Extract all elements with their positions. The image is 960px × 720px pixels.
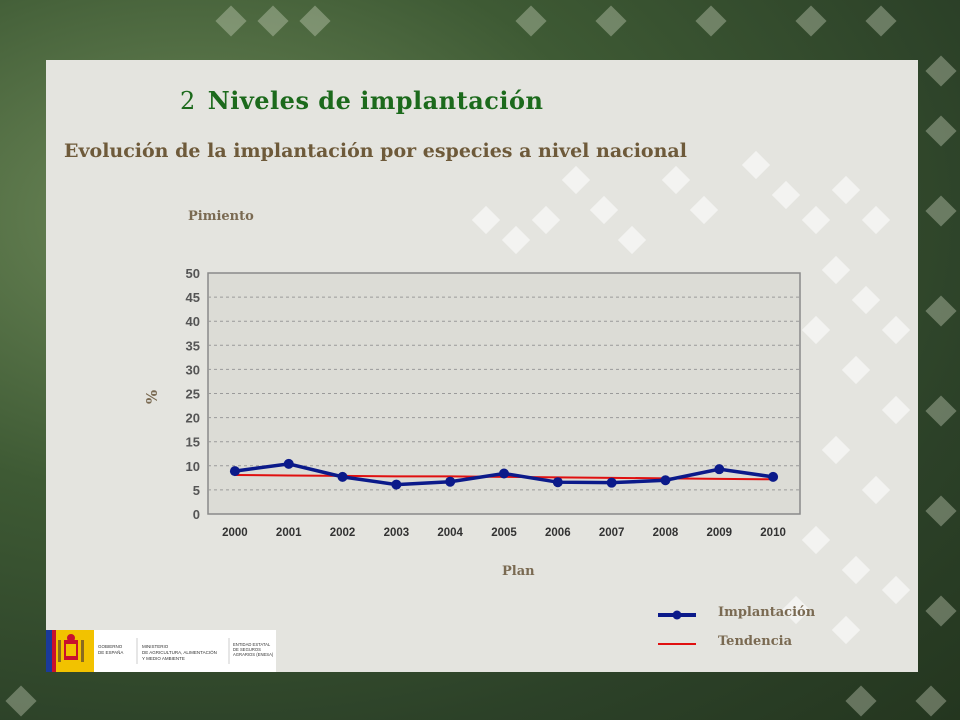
data-point-implantacion [768, 471, 779, 482]
svg-text:DE ESPAÑA: DE ESPAÑA [98, 649, 123, 655]
slide-panel: 2 Niveles de implantación Evolución de la… [46, 60, 918, 672]
y-tick-label: 45 [186, 290, 200, 305]
svg-text:AGRARIOS (ENESA): AGRARIOS (ENESA) [233, 652, 274, 657]
legend-swatch-tendencia [658, 643, 696, 645]
x-tick-label: 2002 [330, 527, 356, 539]
section-number: 2 [180, 87, 196, 115]
data-point-implantacion [552, 477, 563, 488]
logo-text-ministerio: MINISTERIO [142, 644, 169, 649]
data-point-implantacion [445, 476, 456, 487]
logo-text-entidad: ENTIDAD ESTATAL [233, 642, 271, 647]
x-axis-label: Plan [502, 564, 535, 579]
data-point-implantacion [229, 466, 240, 477]
svg-text:Y MEDIO AMBIENTE: Y MEDIO AMBIENTE [142, 656, 185, 661]
x-tick-label: 2009 [706, 527, 732, 539]
svg-text:DE SEGUROS: DE SEGUROS [233, 647, 261, 652]
x-tick-label: 2007 [599, 527, 625, 539]
x-tick-label: 2010 [760, 527, 786, 539]
y-tick-label: 50 [186, 266, 200, 281]
y-tick-label: 0 [193, 507, 200, 522]
y-tick-label: 20 [186, 411, 200, 426]
government-logos: GOBIERNO DE ESPAÑA MINISTERIO DE AGRICUL… [46, 630, 276, 672]
x-tick-label: 2000 [222, 527, 248, 539]
y-tick-label: 25 [186, 387, 200, 402]
x-tick-label: 2008 [653, 527, 679, 539]
x-tick-label: 2005 [491, 527, 517, 539]
data-point-implantacion [337, 471, 348, 482]
data-point-implantacion [714, 464, 725, 475]
section-title: 2 Niveles de implantación [180, 86, 543, 115]
legend-label-implantacion: Implantación [718, 605, 816, 620]
y-tick-label: 35 [186, 338, 200, 353]
y-tick-label: 30 [186, 362, 200, 377]
x-tick-label: 2003 [384, 527, 410, 539]
data-point-implantacion [660, 475, 671, 486]
data-point-implantacion [606, 477, 617, 488]
line-chart: 0 5 10 15 20 25 30 35 40 45 50 2000 2001 2002 2003 2004… [186, 266, 801, 539]
chart-subtitle: Evolución de la implantación por especie… [64, 140, 687, 162]
y-tick-label: 10 [186, 459, 200, 474]
y-tick-label: 40 [186, 314, 200, 329]
y-axis-label: % [143, 389, 162, 405]
x-tick-label: 2006 [545, 527, 571, 539]
legend-label-tendencia: Tendencia [718, 634, 792, 649]
logo-text-gobierno: GOBIERNO [98, 644, 123, 649]
data-point-implantacion [283, 458, 294, 469]
x-tick-label: 2001 [276, 527, 302, 539]
y-tick-label: 15 [186, 435, 200, 450]
y-tick-label: 5 [193, 483, 200, 498]
data-point-implantacion [499, 468, 509, 479]
data-point-implantacion [391, 479, 402, 490]
section-title-text: Niveles de implantación [207, 86, 544, 115]
legend-swatch-implantacion [658, 610, 696, 620]
svg-text:DE AGRICULTURA, ALIMENTACIÓN: DE AGRICULTURA, ALIMENTACIÓN [142, 649, 217, 655]
coat-of-arms-icon [58, 634, 84, 662]
species-label: Pimiento [188, 209, 254, 224]
x-tick-label: 2004 [437, 527, 463, 539]
